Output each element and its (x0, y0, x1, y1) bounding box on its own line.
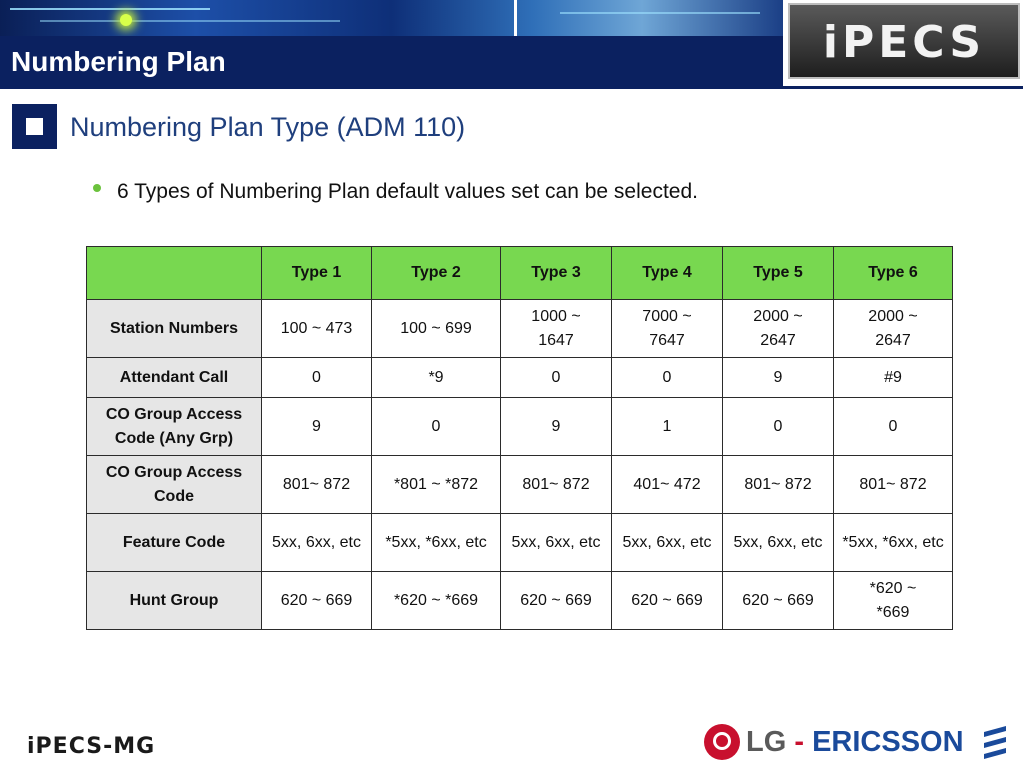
table-cell: 100 ~ 473 (261, 299, 372, 358)
table-cell: 7000 ~ 7647 (611, 299, 723, 358)
table-cell: 0 (722, 397, 834, 456)
column-header: Type 3 (500, 246, 612, 300)
table-cell: 620 ~ 669 (261, 571, 372, 630)
table-row: Hunt Group 620 ~ 669 *620 ~ *669 620 ~ 6… (86, 571, 953, 630)
table-cell: *9 (371, 357, 501, 398)
title-underline (0, 86, 1023, 89)
table-cell: 801~ 872 (261, 455, 372, 514)
table-row: CO Group Access Code 801~ 872 *801 ~ *87… (86, 455, 953, 514)
table-cell: 100 ~ 699 (371, 299, 501, 358)
lg-brand-text: LG (746, 726, 787, 758)
table-cell: 5xx, 6xx, etc (611, 513, 723, 572)
table-cell: 0 (500, 357, 612, 398)
table-cell: 620 ~ 669 (611, 571, 723, 630)
lg-face-logo-icon (704, 724, 740, 760)
table-cell: 0 (371, 397, 501, 456)
table-cell: *5xx, *6xx, etc (833, 513, 953, 572)
table-cell: 1 (611, 397, 723, 456)
row-header: Hunt Group (86, 571, 262, 630)
column-header (86, 246, 262, 300)
table-row: Feature Code 5xx, 6xx, etc *5xx, *6xx, e… (86, 513, 953, 572)
table-cell: 2000 ~ 2647 (722, 299, 834, 358)
table-cell: 0 (833, 397, 953, 456)
table-cell: 1000 ~ 1647 (500, 299, 612, 358)
row-header: Attendant Call (86, 357, 262, 398)
table-cell: 801~ 872 (500, 455, 612, 514)
table-cell: *801 ~ *872 (371, 455, 501, 514)
row-header: Station Numbers (86, 299, 262, 358)
ericsson-bars-logo-icon (984, 726, 1006, 759)
table-cell: 620 ~ 669 (500, 571, 612, 630)
ericsson-brand-text: ERICSSON (812, 726, 964, 758)
table-row: Attendant Call 0 *9 0 0 9 #9 (86, 357, 953, 398)
table-cell: *620 ~ *669 (833, 571, 953, 630)
table-cell: 620 ~ 669 (722, 571, 834, 630)
column-header: Type 5 (722, 246, 834, 300)
row-header: CO Group Access Code (Any Grp) (86, 397, 262, 456)
lg-ericsson-logo: LG - ERICSSON (746, 726, 964, 759)
ipecs-mg-logo: iPECS-MG (27, 734, 156, 759)
square-bullet-icon (12, 104, 57, 149)
table-cell: 0 (261, 357, 372, 398)
section-heading: Numbering Plan Type (ADM 110) (70, 112, 466, 142)
table-row: CO Group Access Code (Any Grp) 9 0 9 1 0… (86, 397, 953, 456)
column-header: Type 6 (833, 246, 953, 300)
table-cell: *620 ~ *669 (371, 571, 501, 630)
table-cell: 9 (261, 397, 372, 456)
brand-dash: - (794, 726, 805, 758)
table-cell: 401~ 472 (611, 455, 723, 514)
table-cell: 5xx, 6xx, etc (500, 513, 612, 572)
table-cell: 5xx, 6xx, etc (261, 513, 372, 572)
bullet-text: 6 Types of Numbering Plan default values… (117, 180, 698, 203)
header-banner-image (0, 0, 783, 36)
table-cell: 2000 ~ 2647 (833, 299, 953, 358)
dot-bullet-icon (93, 184, 101, 192)
ipecs-logo-text: iPECS (822, 17, 986, 68)
table-cell: 9 (722, 357, 834, 398)
table-cell: 801~ 872 (722, 455, 834, 514)
table-header-row: Type 1 Type 2 Type 3 Type 4 Type 5 Type … (86, 246, 953, 300)
row-header: Feature Code (86, 513, 262, 572)
column-header: Type 1 (261, 246, 372, 300)
table-cell: *5xx, *6xx, etc (371, 513, 501, 572)
table-row: Station Numbers 100 ~ 473 100 ~ 699 1000… (86, 299, 953, 358)
column-header: Type 2 (371, 246, 501, 300)
table-cell: 0 (611, 357, 723, 398)
ipecs-logo: iPECS (788, 3, 1020, 79)
table-cell: 801~ 872 (833, 455, 953, 514)
table-cell: 5xx, 6xx, etc (722, 513, 834, 572)
page-title: Numbering Plan (11, 46, 226, 77)
column-header: Type 4 (611, 246, 723, 300)
table-cell: #9 (833, 357, 953, 398)
title-bar: Numbering Plan (0, 36, 783, 86)
table-cell: 9 (500, 397, 612, 456)
numbering-plan-table: Type 1 Type 2 Type 3 Type 4 Type 5 Type … (86, 246, 953, 630)
row-header: CO Group Access Code (86, 455, 262, 514)
